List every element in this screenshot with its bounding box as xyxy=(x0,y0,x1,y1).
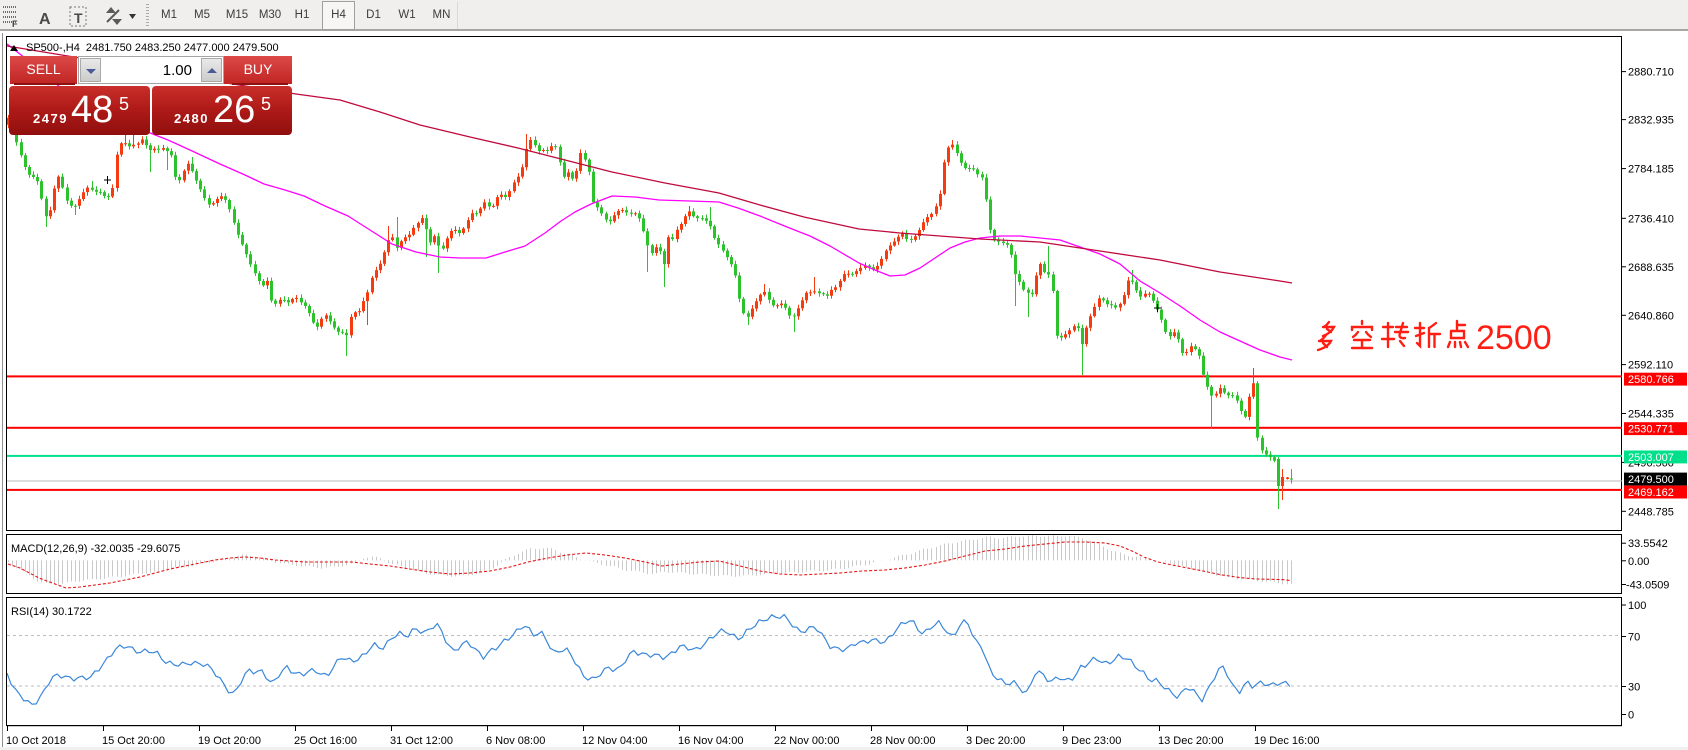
svg-text:9 Dec 23:00: 9 Dec 23:00 xyxy=(1062,735,1121,747)
svg-text:33.5542: 33.5542 xyxy=(1628,538,1668,550)
svg-text:0.00: 0.00 xyxy=(1628,556,1649,568)
svg-text:T: T xyxy=(74,10,83,26)
svg-text:2784.185: 2784.185 xyxy=(1628,164,1674,176)
svg-text:MACD(12,26,9) -32.0035 -29.607: MACD(12,26,9) -32.0035 -29.6075 xyxy=(11,543,180,555)
svg-text:25 Oct 16:00: 25 Oct 16:00 xyxy=(294,735,357,747)
svg-text:2448.785: 2448.785 xyxy=(1628,506,1674,518)
svg-text:2832.935: 2832.935 xyxy=(1628,115,1674,127)
svg-text:12 Nov 04:00: 12 Nov 04:00 xyxy=(582,735,647,747)
svg-text:2640.860: 2640.860 xyxy=(1628,310,1674,322)
svg-text:2544.335: 2544.335 xyxy=(1628,409,1674,421)
svg-text:3 Dec 20:00: 3 Dec 20:00 xyxy=(966,735,1025,747)
svg-text:19 Oct 20:00: 19 Oct 20:00 xyxy=(198,735,261,747)
svg-text:2500: 2500 xyxy=(1476,319,1552,357)
svg-text:2503.007: 2503.007 xyxy=(1628,452,1674,464)
svg-text:13 Dec 20:00: 13 Dec 20:00 xyxy=(1158,735,1223,747)
svg-text:RSI(14) 30.1722: RSI(14) 30.1722 xyxy=(11,606,92,618)
svg-text:2688.635: 2688.635 xyxy=(1628,262,1674,274)
svg-text:2880.710: 2880.710 xyxy=(1628,67,1674,79)
svg-text:10 Oct 2018: 10 Oct 2018 xyxy=(6,735,66,747)
svg-text:2592.110: 2592.110 xyxy=(1628,360,1673,372)
svg-text:100: 100 xyxy=(1628,600,1646,612)
svg-text:16 Nov 04:00: 16 Nov 04:00 xyxy=(678,735,743,747)
svg-text:31 Oct 12:00: 31 Oct 12:00 xyxy=(390,735,453,747)
svg-text:2530.771: 2530.771 xyxy=(1628,424,1674,436)
svg-text:F: F xyxy=(12,19,18,29)
svg-text:SP500-,H4 2481.750 2483.250 2: SP500-,H4 2481.750 2483.250 2477.000 247… xyxy=(26,42,279,54)
svg-text:6 Nov 08:00: 6 Nov 08:00 xyxy=(486,735,545,747)
svg-text:A: A xyxy=(39,11,51,28)
svg-text:2469.162: 2469.162 xyxy=(1628,487,1674,499)
svg-text:19 Dec 16:00: 19 Dec 16:00 xyxy=(1254,735,1319,747)
svg-text:2479.500: 2479.500 xyxy=(1628,474,1674,486)
svg-text:15 Oct 20:00: 15 Oct 20:00 xyxy=(102,735,165,747)
svg-text:0: 0 xyxy=(1628,710,1634,722)
svg-text:2736.410: 2736.410 xyxy=(1628,213,1674,225)
svg-text:22 Nov 00:00: 22 Nov 00:00 xyxy=(774,735,839,747)
svg-text:-43.0509: -43.0509 xyxy=(1626,580,1669,592)
svg-text:30: 30 xyxy=(1628,682,1640,694)
svg-text:28 Nov 00:00: 28 Nov 00:00 xyxy=(870,735,935,747)
svg-text:2580.766: 2580.766 xyxy=(1628,374,1674,386)
svg-text:70: 70 xyxy=(1628,632,1640,644)
